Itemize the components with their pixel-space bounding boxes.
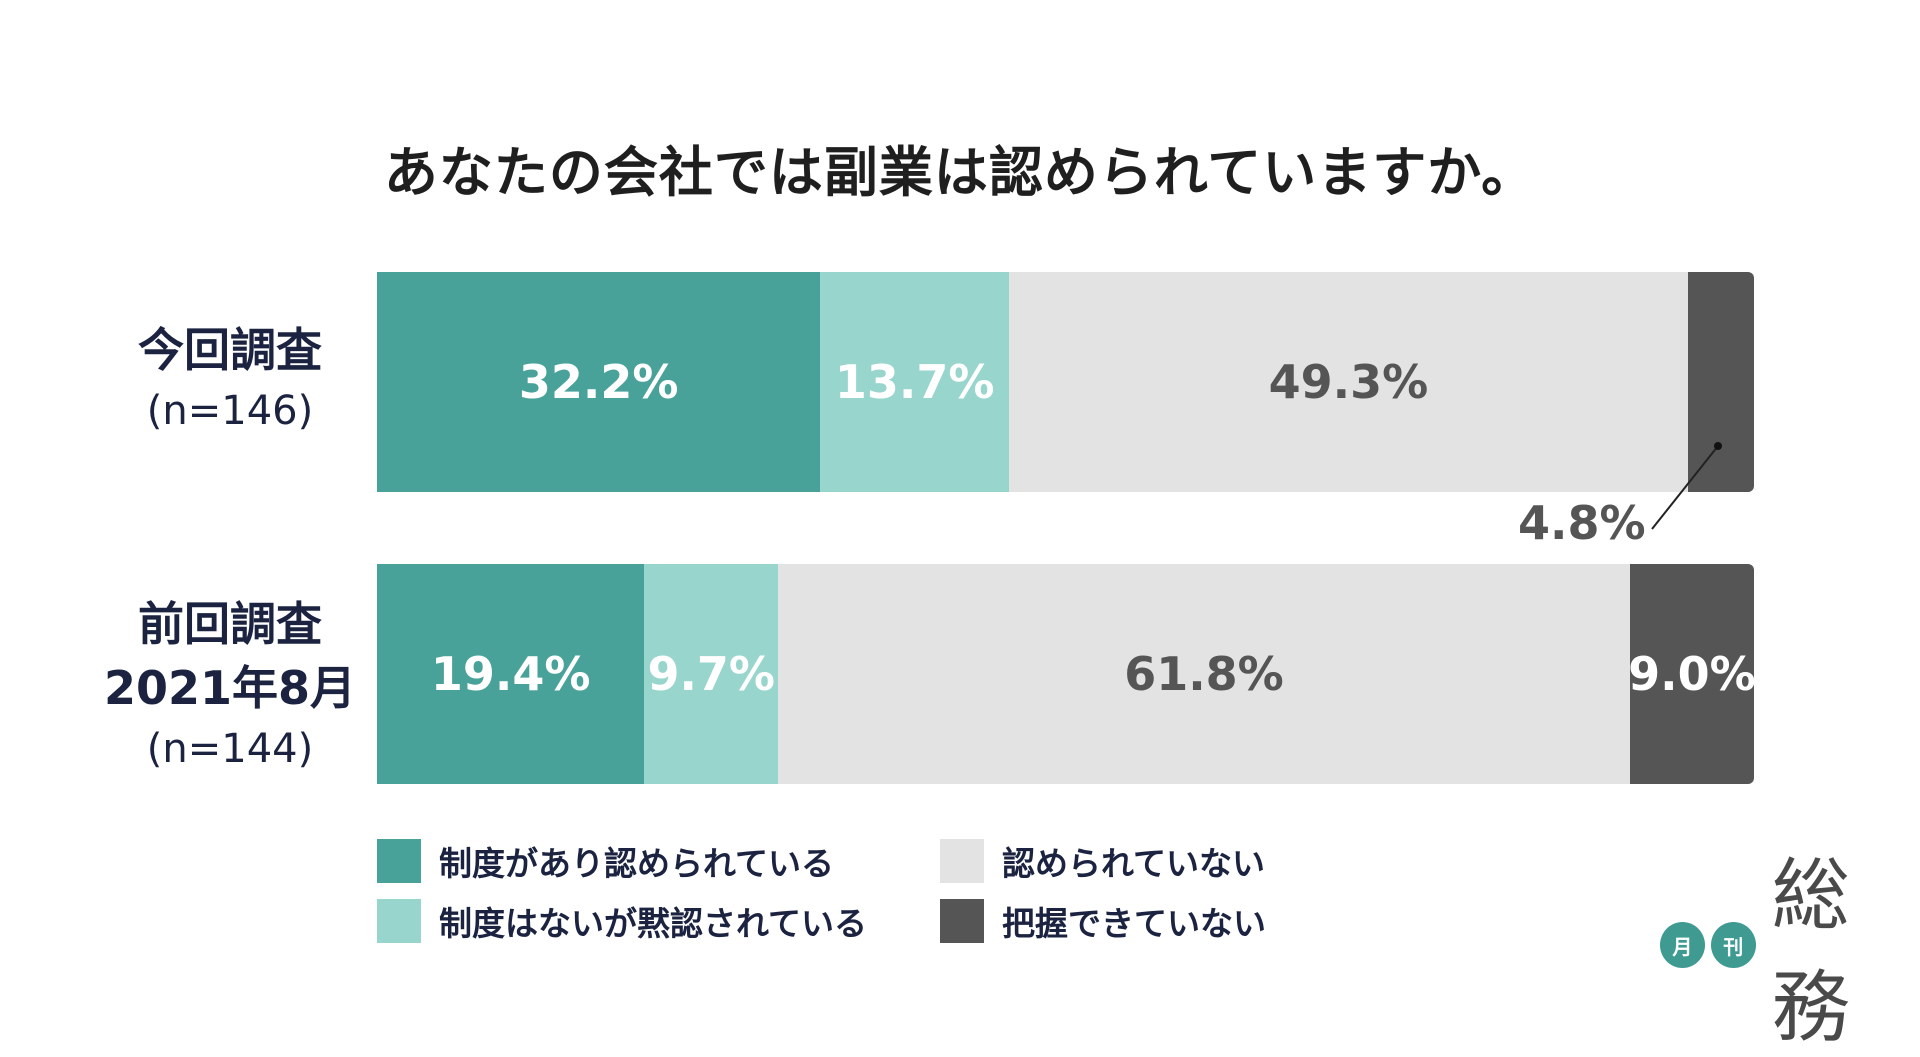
legend-swatch-approved [377,839,421,883]
data-label-tacit-previous: 9.7% [647,647,776,701]
bar-segment-tacit-current: 13.7% [820,272,1010,492]
legend-label-unknown: 把握できていない [1002,904,1266,943]
legend-swatch-tacit [377,899,421,943]
bar-segment-unknown-previous: 9.0% [1628,564,1754,784]
stacked-bar-current: 32.2% 13.7% 49.3% [377,272,1754,492]
stacked-bar-previous: 19.4% 9.7% 61.8% 9.0% [377,564,1754,784]
data-label-tacit-current: 13.7% [834,355,995,409]
row-label-current-title: 今回調査 [138,323,322,377]
legend-label-approved: 制度があり認められている [439,844,835,883]
bar-segment-tacit-previous: 9.7% [644,564,779,784]
logo-badge-tsuki: 月 [1660,922,1705,968]
logo-wordmark: 総務 [1771,851,1850,1053]
bar-segment-unknown-current [1687,272,1754,492]
row-label-current: 今回調査 (n=146) [60,318,400,440]
data-label-not-approved-previous: 61.8% [1124,647,1284,701]
legend-label-not-approved: 認められていない [1002,844,1266,883]
legend-swatch-not-approved [940,839,984,883]
callout-label-unknown-current: 4.8% [1518,496,1646,550]
row-label-previous-n: (n=144) [146,726,314,772]
data-label-approved-previous: 19.4% [430,647,591,701]
data-label-unknown-previous: 9.0% [1628,647,1754,701]
legend-item-unknown: 把握できていない [940,897,1266,945]
row-label-current-n: (n=146) [146,388,314,434]
bar-segment-not-approved-previous: 61.8% [778,564,1630,784]
legend-swatch-unknown [940,899,984,943]
legend-label-tacit: 制度はないが黙認されている [439,904,868,943]
publisher-logo: 月 刊 総務 [1660,851,1920,1053]
logo-badge-kan: 刊 [1710,922,1756,968]
bar-segment-approved-previous: 19.4% [377,564,645,784]
data-label-approved-current: 32.2% [518,355,679,409]
row-label-previous: 前回調査 2021年8月 (n=144) [60,592,400,778]
legend-item-not-approved: 認められていない [940,837,1265,885]
data-label-not-approved-current: 49.3% [1268,355,1429,409]
bar-segment-approved-current: 32.2% [377,272,821,492]
legend-item-approved: 制度があり認められている [377,837,834,885]
bar-segment-not-approved-current: 49.3% [1009,272,1688,492]
legend-item-tacit: 制度はないが黙認されている [377,897,867,945]
row-label-previous-date: 2021年8月 [103,661,357,715]
row-label-previous-title: 前回調査 [138,597,322,651]
chart-title: あなたの会社では副業は認められていますか。 [383,141,1537,204]
